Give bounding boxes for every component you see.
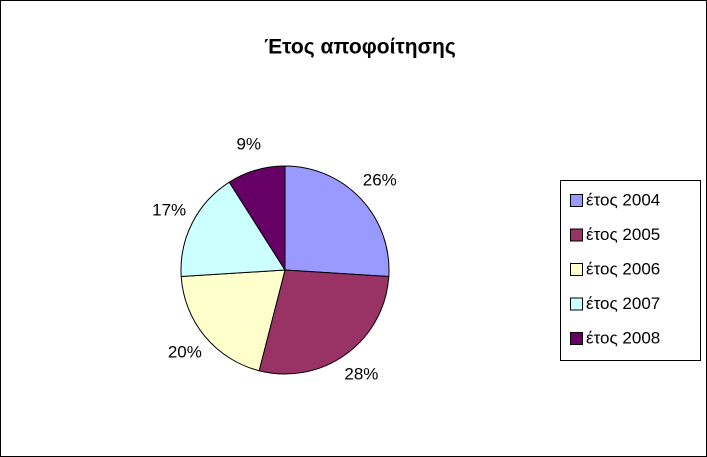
data-label: 26% [363,170,397,189]
legend-box [560,180,701,361]
data-label: 17% [152,200,186,219]
data-label: 9% [236,135,261,154]
legend-swatch [570,263,583,276]
legend-label: έτος 2006 [586,259,660,278]
legend-label: έτος 2008 [586,328,660,347]
pie-slice [180,269,286,372]
pie-slice [258,269,390,375]
data-label: 20% [168,342,202,361]
pie-slice [228,165,286,272]
chart-title: Έτος αποφοίτησης [264,36,456,59]
legend-label: έτος 2007 [586,294,660,313]
pie-slice [284,165,390,278]
legend-swatch [570,297,583,311]
legend-swatch [570,194,583,207]
legend-label: έτος 2005 [586,225,660,244]
legend-label: έτος 2004 [586,190,660,209]
legend-swatch [570,332,583,345]
pie-slice [180,181,286,278]
legend-swatch [570,228,583,242]
data-label: 28% [344,365,378,384]
